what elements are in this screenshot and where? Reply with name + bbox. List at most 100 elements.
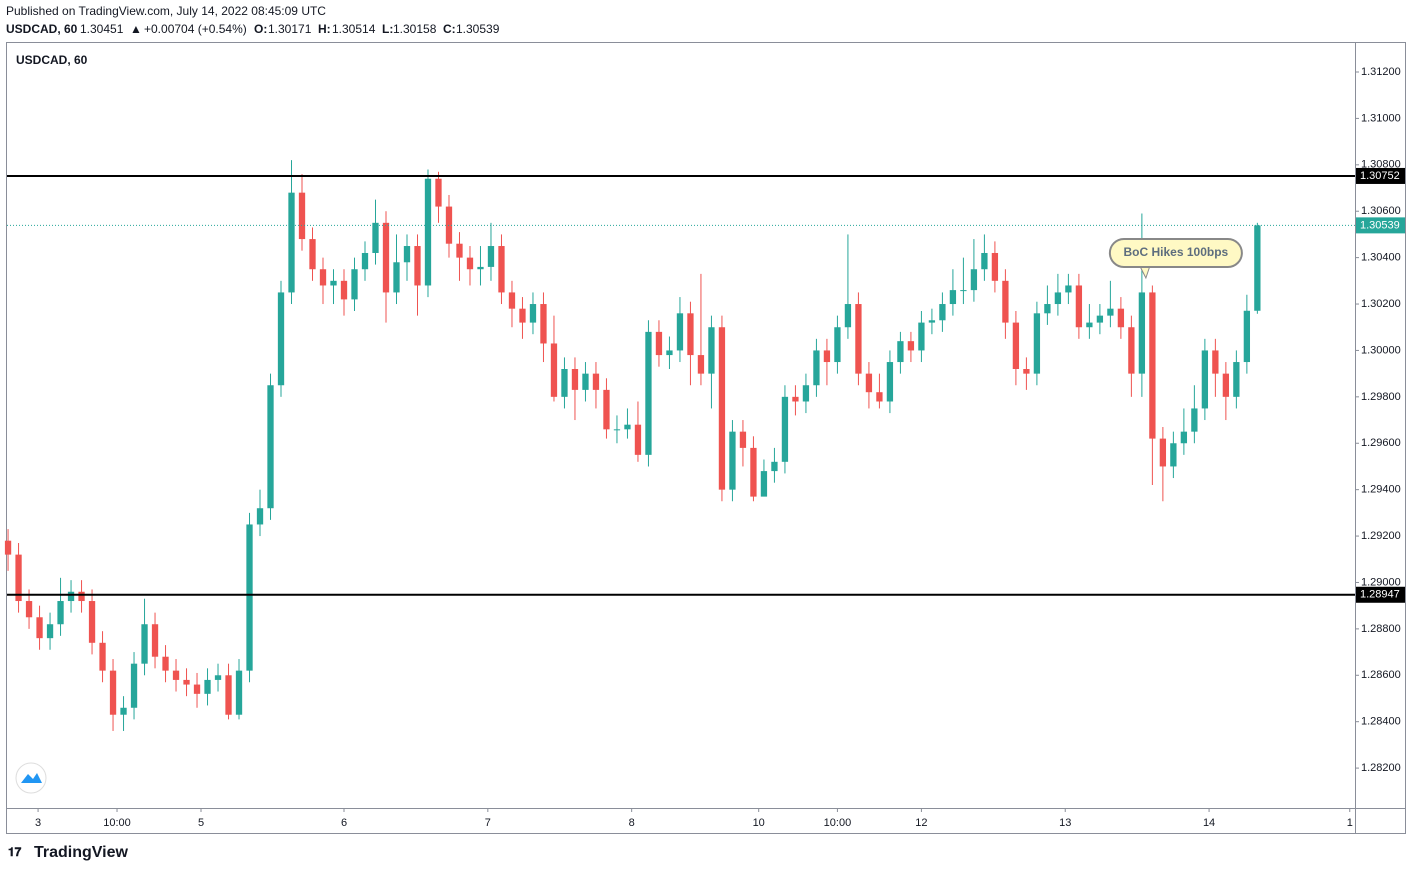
- candle-body: [529, 304, 537, 323]
- candle-body: [1180, 431, 1188, 444]
- candle-body: [309, 239, 316, 270]
- candle-body: [981, 252, 988, 270]
- y-tick-label: 1.30600: [1361, 205, 1401, 217]
- candle-body: [466, 257, 474, 270]
- candle-body: [1075, 285, 1083, 328]
- x-tick-label: 13: [1059, 817, 1071, 829]
- candle-body: [382, 222, 390, 293]
- y-tick-label: 1.30400: [1361, 252, 1401, 264]
- candle-body: [781, 396, 789, 462]
- candle-body: [1096, 315, 1104, 323]
- candle-body: [1212, 350, 1219, 374]
- candle-body: [330, 280, 337, 286]
- candle-body: [4, 540, 12, 555]
- candle-body: [939, 304, 946, 321]
- brand: TradingView: [34, 844, 129, 861]
- header-last: 1.30451: [80, 22, 124, 36]
- candle-body: [435, 178, 442, 207]
- candle-body: [918, 322, 925, 351]
- candle-body: [676, 313, 684, 351]
- x-tick-label: 10:00: [824, 817, 852, 829]
- candle-body: [456, 243, 463, 258]
- legend: USDCAD, 60: [16, 53, 88, 67]
- candle-body: [886, 362, 894, 402]
- header-c-label: C:: [443, 22, 456, 36]
- y-tick-label: 1.28200: [1361, 762, 1401, 774]
- candle-body: [960, 290, 967, 292]
- candle-body: [865, 373, 873, 393]
- price-label-box: [1356, 586, 1405, 603]
- candle-body: [1033, 313, 1041, 374]
- candle-body: [823, 350, 831, 363]
- price-label: 1.30752: [1360, 170, 1400, 182]
- candle-body: [151, 624, 159, 657]
- y-tick-label: 1.29600: [1361, 437, 1401, 449]
- candle-body: [603, 389, 610, 430]
- candle-body: [1023, 369, 1030, 374]
- candle-body: [1243, 310, 1251, 363]
- header-l-label: L:: [382, 22, 393, 36]
- candle-body: [519, 308, 526, 323]
- candle-body: [477, 266, 484, 270]
- candle-body: [739, 431, 747, 448]
- candle-body: [246, 524, 253, 671]
- candle-body: [351, 269, 358, 300]
- y-tick-label: 1.29200: [1361, 530, 1401, 542]
- candle-body: [970, 269, 978, 291]
- candle-body: [393, 262, 400, 293]
- y-tick-label: 1.28400: [1361, 716, 1401, 728]
- x-tick-label: 7: [485, 817, 491, 829]
- header-change: +0.00704 (+0.54%): [144, 22, 247, 36]
- candle-body: [372, 222, 379, 253]
- candle-body: [1191, 408, 1198, 432]
- candle-body: [540, 304, 547, 344]
- candle-body: [141, 624, 148, 664]
- candle-body: [1149, 292, 1156, 439]
- candle-body: [204, 679, 211, 694]
- x-tick-label: 10:00: [103, 817, 131, 829]
- candle-body: [792, 396, 799, 402]
- y-tick-label: 1.29800: [1361, 391, 1401, 403]
- logo-icon: [21, 773, 42, 783]
- candle-body: [991, 252, 999, 281]
- candle-body: [634, 424, 642, 455]
- price-label-box: [1356, 167, 1405, 184]
- candle-body: [1159, 438, 1167, 467]
- candle-body: [571, 369, 579, 390]
- candle-body: [487, 246, 495, 267]
- annotation: BoC Hikes 100bps: [1124, 245, 1229, 259]
- candle-body: [25, 601, 33, 618]
- last-price-box: [1356, 217, 1405, 234]
- candle-body: [750, 447, 757, 497]
- candle-body: [288, 192, 295, 293]
- candle-body: [666, 350, 673, 356]
- x-tick-label: 1: [1347, 817, 1353, 829]
- candle-body: [319, 269, 327, 286]
- candle-body: [876, 392, 883, 402]
- candle-body: [214, 675, 222, 680]
- x-tick-label: 8: [629, 817, 635, 829]
- candle-body: [46, 624, 54, 639]
- published: Published on TradingView.com, July 14, 2…: [6, 4, 326, 18]
- y-tick-label: 1.31200: [1361, 66, 1401, 78]
- candle-body: [15, 554, 22, 602]
- price-label: 1.28947: [1360, 589, 1400, 601]
- candle-body: [1222, 373, 1230, 397]
- last-price-label: 1.30539: [1360, 219, 1400, 231]
- candle-body: [949, 290, 957, 305]
- header-symbol: USDCAD, 60: [6, 22, 78, 36]
- header-h-label: H:: [318, 22, 331, 36]
- candle-body: [277, 292, 285, 386]
- candle-body: [844, 304, 852, 328]
- candle-body: [235, 670, 243, 715]
- y-tick-label: 1.29000: [1361, 576, 1401, 588]
- candle-body: [172, 670, 180, 680]
- candle-body: [1117, 308, 1125, 328]
- candle-body: [550, 343, 558, 397]
- header-o-label: O:: [254, 22, 267, 36]
- header-c: 1.30539: [456, 22, 500, 36]
- candle-body: [1012, 322, 1020, 370]
